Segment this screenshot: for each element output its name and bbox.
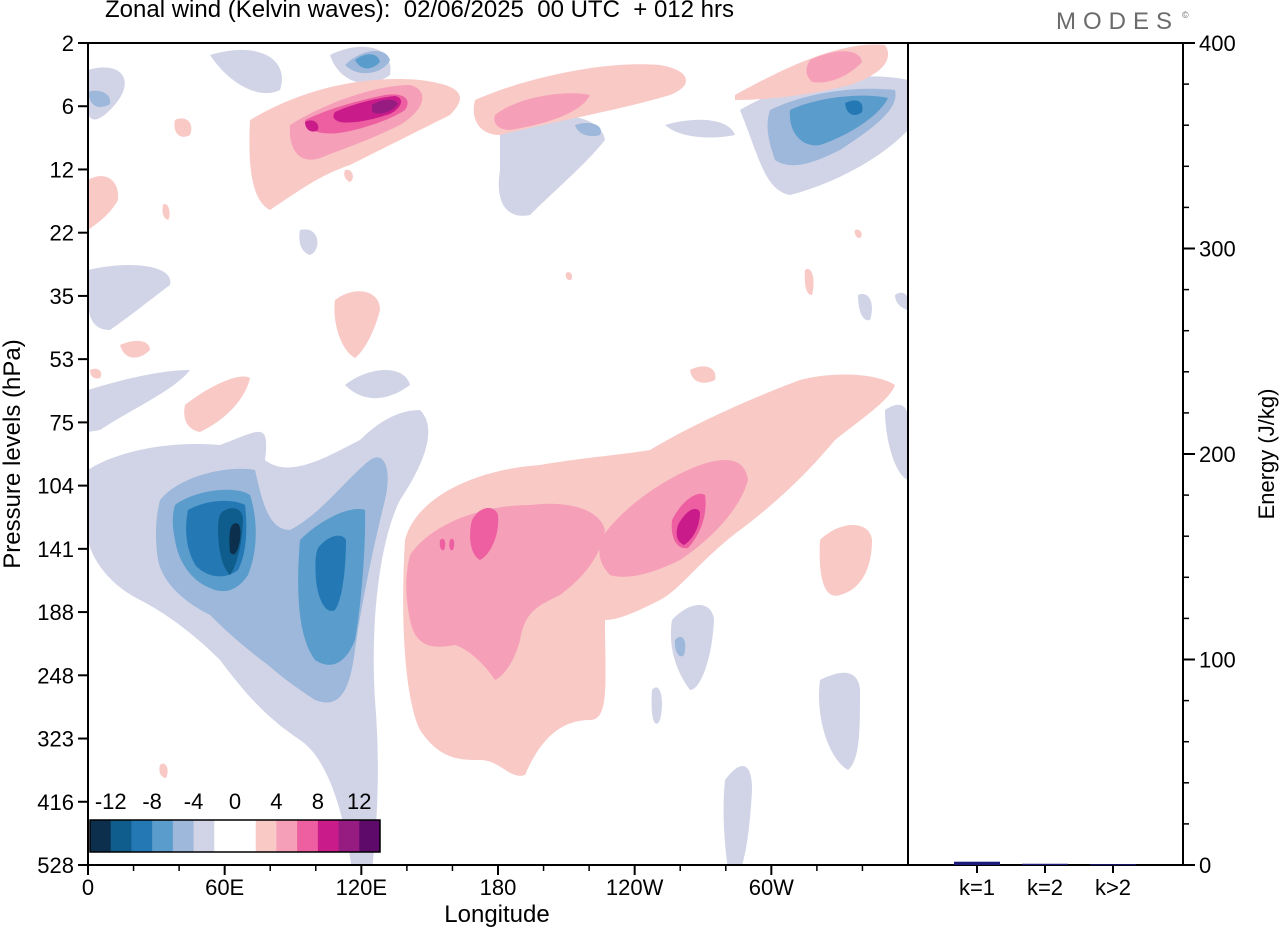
y-tick-label: 6 — [62, 94, 74, 119]
energy-category-label: k=1 — [959, 875, 995, 900]
colorbar-label: 8 — [312, 789, 324, 814]
x-tick-label: 120E — [336, 875, 387, 900]
colorbar-swatch — [255, 820, 277, 852]
colorbar-swatch — [90, 820, 112, 852]
energy-bar — [954, 861, 1000, 865]
colorbar-label: -8 — [142, 789, 162, 814]
energy-category-label: k>2 — [1095, 875, 1131, 900]
longitude-axis: 0 60E 120E 180 120W 60W — [82, 865, 864, 900]
colorbar-swatch — [110, 820, 132, 852]
colorbar-swatch — [131, 820, 153, 852]
positive-contour-strongest — [372, 99, 398, 114]
x-tick-label: 120W — [606, 875, 664, 900]
colorbar-swatch — [214, 820, 236, 852]
energy-axis: 0 100 200 300 400 — [1183, 31, 1236, 878]
y-tick-label: 416 — [37, 790, 74, 815]
colorbar-swatch — [359, 820, 381, 852]
pressure-axis: 2 6 12 22 35 53 75 104 141 188 248 323 416 528 — [37, 31, 88, 878]
x-tick-label: 60E — [205, 875, 244, 900]
y-tick-label: 188 — [37, 600, 74, 625]
energy-bar — [1090, 864, 1136, 866]
y-tick-label: 12 — [50, 157, 74, 182]
colorbar-swatch — [276, 820, 298, 852]
contour-field — [88, 44, 908, 865]
x-tick-label: 180 — [480, 875, 517, 900]
colorbar-label: -4 — [184, 789, 204, 814]
colorbar-label: 12 — [347, 789, 371, 814]
energy-axis-label: Energy (J/kg) — [1254, 389, 1279, 520]
brand-logo: MODES — [1056, 8, 1180, 35]
y-tick-label: 248 — [37, 663, 74, 688]
x-axis-label: Longitude — [444, 901, 549, 928]
x-tick-label: 60W — [749, 875, 794, 900]
colorbar-swatch — [338, 820, 360, 852]
energy-frame — [907, 42, 1184, 866]
colorbar: -12 -8 -4 0 4 8 12 — [89, 789, 381, 853]
y-tick-label: 35 — [50, 284, 74, 309]
y-tick-label: 75 — [50, 410, 74, 435]
colorbar-frame — [89, 819, 381, 853]
y-tick-label: 22 — [50, 221, 74, 246]
colorbar-label: 0 — [229, 789, 241, 814]
y-tick-label: 528 — [37, 853, 74, 878]
y-tick-label: 53 — [50, 347, 74, 372]
energy-tick-label: 200 — [1199, 442, 1236, 467]
colorbar-swatch — [193, 820, 215, 852]
y-tick-label: 141 — [37, 537, 74, 562]
colorbar-swatch — [297, 820, 319, 852]
brand-copyright-mark: © — [1182, 10, 1189, 20]
colorbar-swatch — [235, 820, 257, 852]
energy-tick-label: 0 — [1199, 853, 1211, 878]
y-tick-label: 2 — [62, 31, 74, 56]
negative-contour-core — [229, 523, 241, 555]
energy-bar — [1022, 863, 1068, 865]
y-tick-label: 323 — [37, 727, 74, 752]
energy-category-label: k=2 — [1027, 875, 1063, 900]
energy-tick-label: 400 — [1199, 31, 1236, 56]
energy-bars: k=1 k=2 k>2 — [954, 861, 1136, 900]
x-tick-label: 0 — [82, 875, 94, 900]
energy-tick-label: 300 — [1199, 237, 1236, 262]
energy-tick-label: 100 — [1199, 648, 1236, 673]
colorbar-label: 4 — [270, 789, 282, 814]
y-tick-label: 104 — [37, 474, 74, 499]
chart-title: Zonal wind (Kelvin waves): 02/06/2025 00… — [105, 0, 734, 23]
colorbar-swatch — [152, 820, 174, 852]
colorbar-label: -12 — [95, 789, 127, 814]
colorbar-swatch — [317, 820, 340, 852]
y-axis-label: Pressure levels (hPa) — [0, 339, 26, 568]
colorbar-swatch — [172, 820, 195, 852]
